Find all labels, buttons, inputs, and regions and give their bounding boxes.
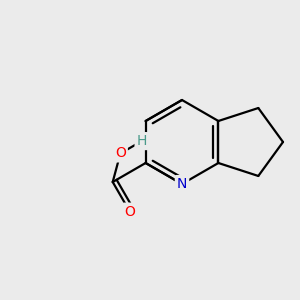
Text: O: O	[115, 146, 126, 161]
Text: O: O	[124, 205, 135, 219]
Text: H: H	[136, 134, 147, 148]
Text: N: N	[177, 177, 187, 191]
